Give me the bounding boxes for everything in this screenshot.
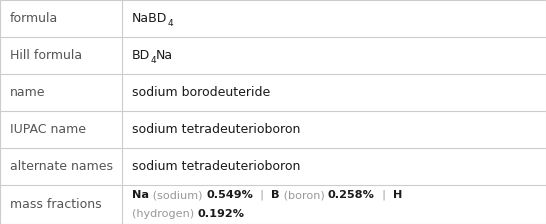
Text: name: name <box>10 86 45 99</box>
Text: Na: Na <box>156 49 173 62</box>
Text: IUPAC name: IUPAC name <box>10 123 86 136</box>
Text: 0.192%: 0.192% <box>198 209 245 219</box>
Text: formula: formula <box>10 12 58 25</box>
Text: 4: 4 <box>168 19 173 28</box>
Text: |: | <box>375 190 393 200</box>
Text: (boron): (boron) <box>280 190 328 200</box>
Text: BD: BD <box>132 49 150 62</box>
Text: Hill formula: Hill formula <box>10 49 82 62</box>
Text: sodium tetradeuterioboron: sodium tetradeuterioboron <box>132 123 300 136</box>
Text: Na: Na <box>132 190 149 200</box>
Text: 0.258%: 0.258% <box>328 190 375 200</box>
Text: sodium tetradeuterioboron: sodium tetradeuterioboron <box>132 160 300 173</box>
Text: (sodium): (sodium) <box>149 190 206 200</box>
Text: (hydrogen): (hydrogen) <box>132 209 198 219</box>
Text: alternate names: alternate names <box>10 160 113 173</box>
Text: mass fractions: mass fractions <box>10 198 102 211</box>
Text: 0.549%: 0.549% <box>206 190 253 200</box>
Text: NaBD: NaBD <box>132 12 168 25</box>
Text: B: B <box>271 190 280 200</box>
Text: 4: 4 <box>150 56 156 65</box>
Text: H: H <box>393 190 402 200</box>
Text: |: | <box>253 190 271 200</box>
Text: sodium borodeuteride: sodium borodeuteride <box>132 86 270 99</box>
